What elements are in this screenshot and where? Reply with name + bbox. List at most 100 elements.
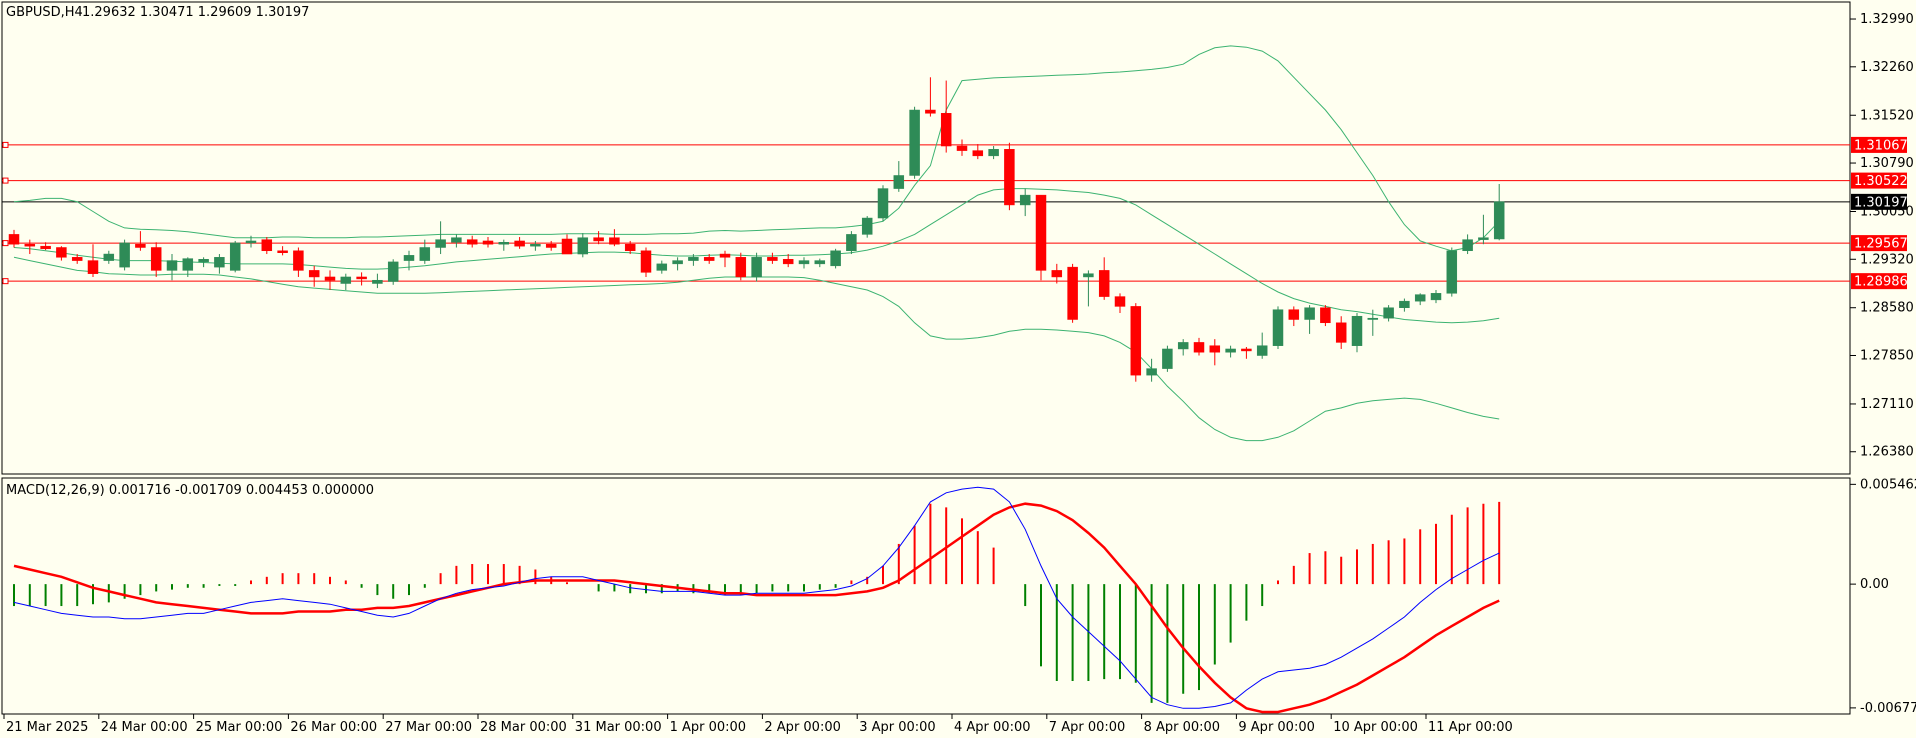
candle-body: [87, 260, 99, 274]
candle-body: [451, 237, 462, 243]
bear-candle: [1035, 194, 1047, 281]
bear-candle: [719, 250, 731, 268]
candle-body: [1083, 273, 1094, 278]
candle-body: [656, 263, 668, 271]
candle-body: [277, 250, 288, 253]
bull-candle: [198, 257, 209, 268]
level-handle: [2, 240, 9, 247]
candle-body: [814, 260, 826, 265]
bear-candle: [561, 234, 573, 255]
bull-candle: [1462, 234, 1473, 255]
current-price-tag-label: 1.30197: [1854, 195, 1908, 210]
bear-candle: [293, 247, 304, 277]
level-tag-label: 1.29567: [1854, 237, 1908, 252]
candle-body: [198, 259, 209, 263]
bull-candle: [103, 250, 115, 264]
candle-body: [1098, 270, 1110, 297]
bear-candle: [1051, 263, 1063, 284]
bear-candle: [1288, 306, 1300, 327]
price-axis-label: 1.27110: [1860, 397, 1914, 412]
level-tag-label: 1.28986: [1854, 275, 1908, 290]
candle-body: [8, 234, 20, 245]
macd-main-line: [13, 486, 1500, 709]
bear-candle: [1114, 293, 1126, 313]
bull-candle: [830, 248, 841, 269]
price-axis-label: 1.30790: [1860, 156, 1914, 171]
candle-body: [688, 257, 699, 261]
candle-body: [56, 247, 67, 258]
bull-candle: [1177, 339, 1189, 356]
candle-body: [703, 257, 715, 261]
candle-body: [609, 237, 620, 245]
candle-body: [372, 279, 383, 284]
bull-candle: [988, 146, 999, 160]
price-axis-label: 1.32260: [1860, 60, 1914, 75]
bull-candle: [229, 240, 241, 273]
macd-axis-label: 0.005462: [1860, 477, 1916, 492]
candle-body: [1177, 342, 1189, 350]
candle-body: [229, 242, 241, 271]
candle-body: [846, 234, 857, 252]
time-axis-label: 4 Apr 00:00: [954, 720, 1031, 735]
level-tag-box: [1851, 136, 1907, 153]
bull-candle: [861, 216, 873, 238]
bear-candle: [1130, 303, 1142, 382]
price-axis-label: 1.27850: [1860, 349, 1914, 364]
candle-body: [1367, 317, 1379, 320]
bull-candle: [1414, 293, 1426, 306]
bull-candle: [1225, 345, 1236, 358]
candle-body: [245, 240, 257, 244]
candle-body: [956, 145, 968, 151]
candle-body: [1304, 307, 1315, 320]
bear-candle: [925, 77, 936, 117]
time-axis-label: 26 Mar 00:00: [290, 720, 377, 735]
time-axis-label: 2 Apr 00:00: [764, 720, 841, 735]
level-handle: [2, 278, 9, 285]
candle-body: [861, 217, 873, 235]
bear-candle: [972, 144, 984, 160]
candle-body: [1493, 201, 1505, 240]
bull-candle: [245, 235, 257, 248]
candle-body: [261, 239, 273, 252]
price-axis-label: 1.32990: [1860, 12, 1914, 27]
time-axis-label: 21 Mar 2025: [6, 720, 88, 735]
bull-candle: [451, 234, 462, 248]
macd-axis-label: -0.006775: [1860, 701, 1916, 716]
bull-candle: [1351, 312, 1363, 353]
candle-body: [103, 253, 115, 261]
bull-candle: [435, 221, 446, 255]
bear-candle: [150, 242, 162, 277]
candle-body: [71, 257, 83, 261]
price-axis-label: 1.29320: [1860, 252, 1914, 267]
candle-body: [182, 258, 194, 271]
candle-body: [1478, 237, 1489, 240]
bear-candle: [1193, 337, 1205, 356]
bear-candle: [356, 272, 367, 286]
candle-body: [308, 270, 320, 278]
candle-body: [1004, 149, 1015, 206]
candle-body: [877, 188, 889, 219]
time-axis-label: 9 Apr 00:00: [1238, 720, 1315, 735]
level-price-tags: 1.31067 1.30522 1.29567 1.28986 1.30197: [1851, 136, 1908, 290]
time-axis-label: 11 Apr 00:00: [1428, 720, 1513, 735]
bull-candle: [577, 233, 589, 258]
bear-candle: [87, 244, 99, 277]
candle-body: [1256, 345, 1268, 356]
symbol-label: GBPUSD,H4: [6, 5, 83, 20]
candle-body: [1130, 306, 1142, 376]
price-panel[interactable]: 1.329901.322601.315201.307901.300501.293…: [1, 1, 1914, 475]
bear-candle: [324, 270, 336, 291]
time-axis-label: 3 Apr 00:00: [859, 720, 936, 735]
horizontal-levels[interactable]: [2, 141, 1850, 285]
candle-body: [1035, 194, 1047, 271]
macd-panel[interactable]: 0.005462 0.00 -0.006775 MACD(12,26,9) 0.00…: [1, 477, 1916, 716]
bull-candle: [672, 257, 683, 271]
bull-candle: [1367, 309, 1379, 336]
time-axis: 21 Mar 2025 24 Mar 00:00 25 Mar 00:00 26 Ma…: [3, 714, 1513, 735]
bear-candle: [277, 246, 288, 256]
candle-body: [1383, 307, 1394, 319]
bear-candle: [735, 252, 747, 281]
candle-body: [1241, 348, 1252, 352]
macd-axis: 0.005462 0.00 -0.006775: [1850, 477, 1916, 716]
